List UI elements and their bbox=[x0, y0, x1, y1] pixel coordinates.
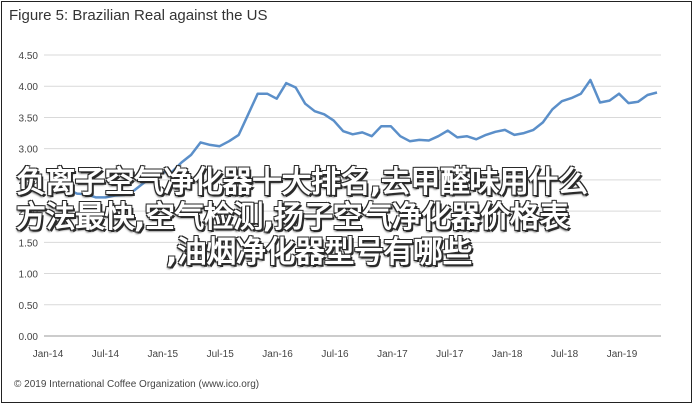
x-tick-label: Jul-14 bbox=[92, 349, 120, 360]
y-tick-label: 1.50 bbox=[19, 238, 39, 249]
x-tick-label: Jan-16 bbox=[262, 349, 293, 360]
y-axis-ticks: 0.00 0.50 1.00 1.50 2.00 2.50 3.00 3.50 4.00 4.50 bbox=[19, 51, 39, 343]
x-tick-label: Jan-19 bbox=[607, 349, 638, 360]
y-tick-label: 3.00 bbox=[19, 145, 39, 156]
y-tick-label: 2.00 bbox=[19, 207, 39, 218]
x-tick-label: Jul-15 bbox=[207, 349, 235, 360]
x-tick-label: Jul-16 bbox=[321, 349, 349, 360]
chart-title: Figure 5: Brazilian Real against the US bbox=[9, 7, 268, 24]
x-tick-label: Jul-17 bbox=[436, 349, 464, 360]
x-tick-label: Jan-18 bbox=[492, 349, 523, 360]
x-tick-label: Jan-17 bbox=[377, 349, 408, 360]
copyright-footer: © 2019 International Coffee Organization… bbox=[14, 379, 260, 390]
series-line bbox=[57, 78, 658, 199]
gridlines bbox=[44, 54, 661, 337]
y-tick-label: 2.50 bbox=[19, 176, 39, 187]
y-tick-label: 4.00 bbox=[19, 82, 39, 93]
y-tick-label: 4.50 bbox=[19, 51, 39, 62]
x-tick-label: Jan-15 bbox=[148, 349, 179, 360]
y-tick-label: 3.50 bbox=[19, 113, 39, 124]
series bbox=[57, 78, 658, 199]
x-axis-ticks: Jan-14 Jul-14 Jan-15 Jul-15 Jan-16 Jul-16 Jan-… bbox=[33, 349, 638, 360]
x-tick-label: Jul-18 bbox=[551, 349, 579, 360]
y-tick-label: 0.50 bbox=[19, 301, 39, 312]
x-tick-label: Jan-14 bbox=[33, 349, 64, 360]
y-tick-label: 1.00 bbox=[19, 270, 39, 281]
y-tick-label: 0.00 bbox=[19, 332, 39, 343]
